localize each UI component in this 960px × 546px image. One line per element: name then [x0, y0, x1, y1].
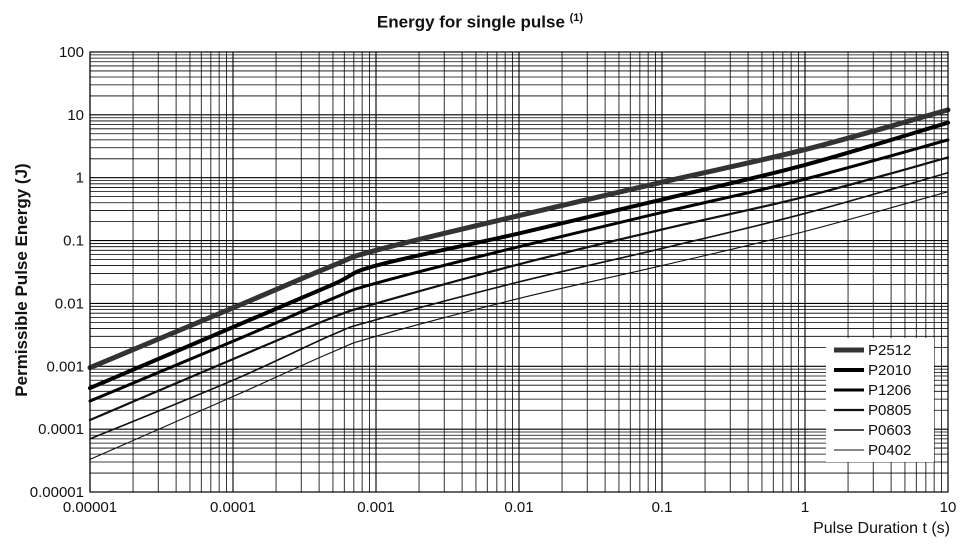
series-lines: [87, 107, 951, 460]
x-tick-label: 0.1: [652, 499, 673, 516]
series-line-p1206: [88, 138, 950, 403]
legend-label-p2010: P2010: [868, 362, 911, 379]
legend: P2512 P2010 P1206 P0805 P0603 P0402: [826, 338, 934, 462]
legend-label-p0402: P0402: [868, 442, 911, 459]
y-tick-label: 1: [76, 170, 84, 187]
y-tick-label: 100: [59, 44, 84, 61]
series-line-p2512: [87, 107, 951, 371]
series-line-p0805: [88, 156, 950, 422]
y-tick-label: 0.001: [46, 358, 84, 375]
x-axis-label: Pulse Duration t (s): [813, 520, 950, 537]
x-tick-label: 0.0001: [210, 499, 256, 516]
x-tick-label: 0.001: [357, 499, 395, 516]
legend-label-p1206: P1206: [868, 382, 911, 399]
x-tick-label: 1: [801, 499, 809, 516]
y-tick-label: 10: [67, 107, 84, 124]
x-tick-label: 0.01: [504, 499, 533, 516]
series-line-p2010: [88, 120, 950, 391]
legend-label-p2512: P2512: [868, 342, 911, 359]
legend-box: [826, 338, 934, 462]
legend-label-p0603: P0603: [868, 422, 911, 439]
y-tick-label: 0.00001: [30, 484, 84, 501]
chart-title-footnote: (1): [569, 12, 584, 24]
y-tick-label: 0.01: [55, 295, 84, 312]
series-line-p0603: [89, 171, 949, 440]
grid: [89, 52, 948, 493]
chart-title-text: Energy for single pulse: [376, 12, 565, 32]
x-tick-label: 10: [940, 499, 957, 516]
x-tick-label: 0.00001: [63, 499, 117, 516]
y-tick-label: 0.1: [63, 233, 84, 250]
plot-frame: [89, 51, 949, 493]
tick-labels: 0.00001 0.0001 0.001 0.01 0.1 1 10 0.00001 0.000…: [30, 44, 957, 516]
series-line-p0402: [89, 191, 949, 460]
y-tick-label: 0.0001: [38, 421, 84, 438]
chart-title: Energy for single pulse (1): [0, 12, 960, 33]
legend-label-p0805: P0805: [868, 402, 911, 419]
